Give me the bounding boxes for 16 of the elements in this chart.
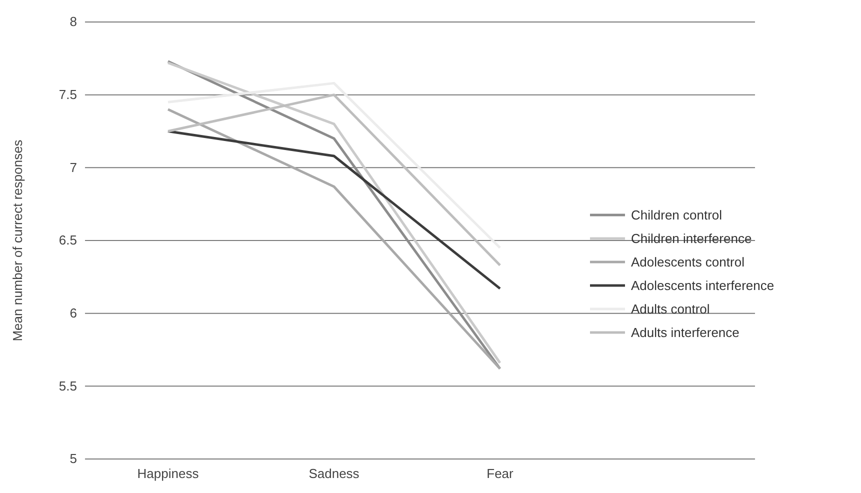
legend-label: Adults interference [631, 325, 740, 340]
x-tick-label: Happiness [137, 466, 200, 482]
legend-label: Adolescents interference [631, 278, 774, 293]
y-axis-title: Mean number of currect responses [10, 139, 25, 342]
y-tick-label: 5.5 [58, 378, 77, 394]
legend-label: Adults control [631, 302, 710, 316]
legend-label: Children control [631, 208, 722, 222]
y-tick-label: 5 [70, 451, 77, 466]
y-tick-label: 8 [70, 14, 77, 30]
y-tick-label: 6.5 [58, 232, 77, 248]
y-tick-label: 6 [70, 305, 77, 320]
x-tick-label: Sadness [308, 466, 360, 482]
legend-label: Adolescents control [631, 254, 745, 270]
y-tick-label: 7 [70, 160, 77, 175]
y-tick-label: 7.5 [58, 86, 77, 102]
x-tick-label: Fear [486, 466, 514, 482]
